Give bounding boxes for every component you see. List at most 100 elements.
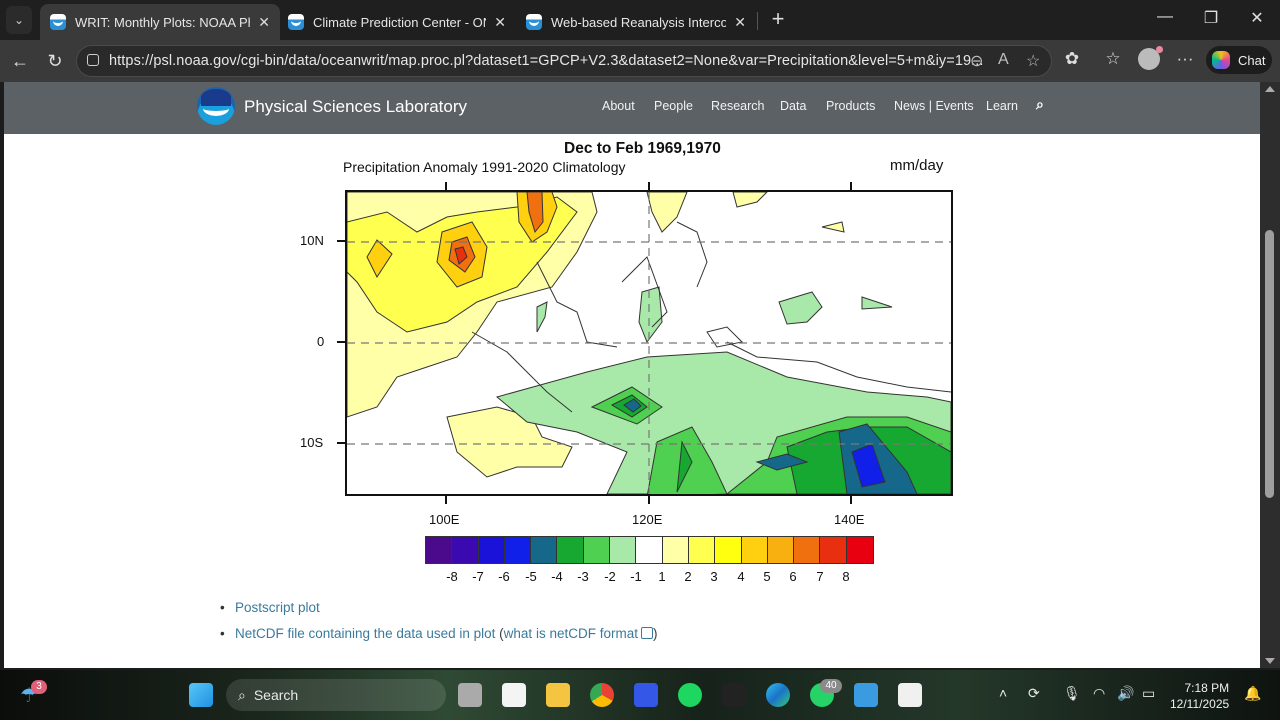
scrollbar-thumb[interactable] [1265,230,1274,498]
back-button[interactable]: ← [11,51,29,71]
figure-title-date: Dec to Feb 1969,1970 [564,140,721,157]
colorbar-cell [583,537,611,563]
close-tab-icon[interactable]: ✕ [258,13,270,30]
y-tick [337,240,347,242]
system-clock[interactable]: 7:18 PM 12/11/2025 [1170,680,1229,712]
nav-research[interactable]: Research [711,99,765,113]
minimize-button[interactable]: — [1157,8,1173,25]
colorbar-label: -5 [525,569,537,584]
nav-products[interactable]: Products [826,99,876,113]
nav-learn[interactable]: Learn [986,99,1018,113]
sync-icon[interactable]: ⟳ [1028,685,1040,701]
postscript-plot-link[interactable]: Postscript plot [235,600,320,615]
nav-people[interactable]: People [654,99,693,113]
y-label-10n: 10N [300,233,324,248]
restore-button[interactable]: ❐ [1203,10,1219,27]
colorbar-label: -3 [577,569,589,584]
paren-open: ( [499,626,504,641]
file-explorer-icon[interactable] [546,683,570,707]
microsoft-store-icon[interactable] [502,683,526,707]
nav-news-events[interactable]: News | Events [894,99,974,113]
favorites-icon[interactable]: ☆ [1105,49,1121,68]
tab-writ-monthly-plots[interactable]: WRIT: Monthly Plots: NOAA Physic ✕ [40,4,280,40]
tab-climate-prediction-center[interactable]: Climate Prediction Center - ONI ✕ [278,4,516,40]
new-tab-button[interactable]: + [771,6,785,31]
colorbar-cell [794,537,821,563]
close-tab-icon[interactable]: ✕ [494,13,506,30]
nav-data[interactable]: Data [780,99,807,113]
figure-units: mm/day [890,157,944,174]
close-window-button[interactable]: ✕ [1250,10,1264,27]
colorbar-cell [741,537,768,563]
list-item: NetCDF file containing the data used in … [220,626,657,641]
search-icon: ⌕ [238,686,246,703]
search-label: Search [253,687,299,703]
site-title[interactable]: Physical Sciences Laboratory [244,97,468,116]
notifications-icon[interactable]: 🔔 [1244,685,1262,701]
tab-separator [757,12,758,30]
extensions-icon[interactable]: ✿ [1064,49,1080,68]
colorbar-label: 7 [816,569,824,584]
tab-reanalysis-intercomparison[interactable]: Web-based Reanalysis Intercompa ✕ [516,4,756,40]
app-icon[interactable] [722,683,746,707]
what-is-netcdf-link[interactable]: what is netCDF format [503,626,638,641]
noaa-logo-icon[interactable] [197,87,235,125]
more-options-icon[interactable]: ··· [1176,49,1194,68]
close-tab-icon[interactable]: ✕ [734,13,746,30]
copilot-chat-button[interactable]: Chat [1206,46,1272,74]
colorbar-cell [478,537,505,563]
refresh-button[interactable]: ↻ [47,51,63,71]
x-label-120e: 120E [632,512,663,527]
tab-actions-menu-button[interactable]: ⌄ [6,6,32,34]
chevron-down-icon: ⌄ [13,13,25,27]
page-scrollbar[interactable] [1260,82,1280,668]
tab-label: Web-based Reanalysis Intercompa [551,14,727,30]
x-label-140e: 140E [834,512,865,527]
address-bar[interactable]: https://psl.noaa.gov/cgi-bin/data/oceanw… [76,45,1052,77]
chrome-icon[interactable] [590,683,614,707]
snipping-tool-icon[interactable] [898,683,922,707]
colorbar-cell [610,537,637,563]
task-view-icon[interactable] [458,683,482,707]
colorbar-label: -7 [472,569,484,584]
scroll-down-arrow-icon[interactable] [1265,658,1275,664]
colorbar-label: -1 [630,569,642,584]
windows-taskbar: ☂ 3 ⌕ Search 40 ˄ ⟳ 🎙 ◠ 🔊 ▭ 7:18 PM 12/1… [0,670,1280,720]
wifi-icon[interactable]: ◠ [1093,685,1106,701]
colorbar-cell [767,537,795,563]
show-hidden-icons-chevron-up-icon[interactable]: ˄ [999,685,1008,701]
taskbar-search[interactable]: ⌕ Search [226,679,446,711]
site-info-icon[interactable] [87,54,99,66]
y-tick [337,442,347,444]
search-icon[interactable]: ⌕ [1036,96,1044,112]
x-tick [850,182,852,190]
scroll-up-arrow-icon[interactable] [1265,86,1275,92]
nav-about[interactable]: About [602,99,635,113]
start-windows-icon[interactable] [189,683,213,707]
volume-icon[interactable]: 🔊 [1117,685,1135,701]
battery-icon[interactable]: ▭ [1142,685,1156,701]
colorbar-cell [636,537,663,563]
whatsapp-badge: 40 [820,679,842,693]
netcdf-file-link[interactable]: NetCDF file containing the data used in … [235,626,496,641]
x-label-100e: 100E [429,512,460,527]
colorbar-cell [846,537,874,563]
microphone-icon[interactable]: 🎙 [1063,685,1081,701]
colorbar-label: -6 [498,569,510,584]
download-links: Postscript plot NetCDF file containing t… [220,600,657,652]
spotify-icon[interactable] [678,683,702,707]
edge-icon[interactable] [766,683,790,707]
precipitation-anomaly-map [345,190,953,496]
photos-icon[interactable] [854,683,878,707]
roblox-icon[interactable] [634,683,658,707]
weather-badge: 3 [31,680,47,694]
x-tick [445,496,447,504]
zoom-out-icon[interactable]: ⊖ [970,53,984,70]
url-text[interactable]: https://psl.noaa.gov/cgi-bin/data/oceanw… [109,53,984,69]
colorbar-cell [715,537,742,563]
read-aloud-icon[interactable]: A [998,51,1009,68]
favorite-star-icon[interactable]: ☆ [1026,53,1041,70]
x-tick [648,496,650,504]
y-tick [337,341,347,343]
profile-avatar[interactable] [1138,46,1163,70]
